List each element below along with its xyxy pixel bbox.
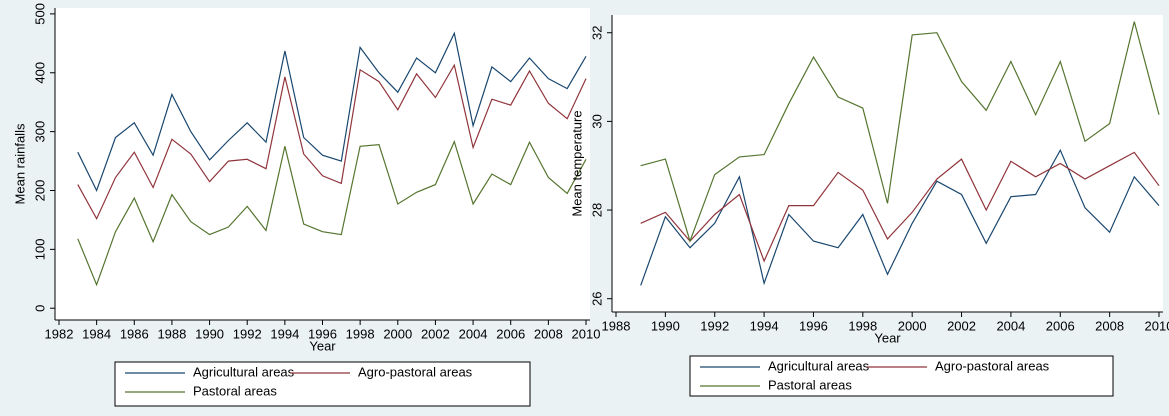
x-tick-label: 1988	[157, 326, 186, 341]
x-tick-label: 2004	[459, 326, 488, 341]
legend-label: Pastoral areas	[193, 383, 277, 398]
y-tick-label: 200	[32, 180, 47, 202]
y-tick-label: 32	[589, 25, 604, 39]
x-tick-label: 2002	[421, 326, 450, 341]
line-series	[77, 31, 587, 193]
line-series	[640, 151, 1160, 263]
legend-label: Agro-pastoral areas	[935, 358, 1050, 373]
y-tick-label: 28	[589, 203, 604, 217]
y-tick-label: 400	[32, 62, 47, 84]
legend	[114, 361, 531, 407]
legend-label: Pastoral areas	[768, 377, 852, 392]
legend-label: Agro-pastoral areas	[358, 364, 473, 379]
x-tick-label: 2010	[572, 326, 601, 341]
legend-label: Agricultural areas	[768, 358, 870, 373]
plot-area	[55, 8, 590, 320]
x-tick-label: 2006	[1046, 318, 1075, 333]
line-series	[77, 63, 587, 221]
x-axis-title: Year	[874, 330, 901, 345]
y-tick-label: 30	[589, 114, 604, 128]
line-series	[640, 148, 1160, 286]
x-axis-title: Year	[309, 338, 336, 353]
x-tick-label: 1996	[308, 326, 337, 341]
x-tick-label: 2008	[1095, 318, 1124, 333]
y-tick-label: 100	[32, 239, 47, 261]
x-tick-label: 1992	[700, 318, 729, 333]
legend	[689, 355, 1114, 397]
legend-label: Agricultural areas	[193, 364, 295, 379]
x-tick-label: 1992	[233, 326, 262, 341]
x-tick-label: 1990	[195, 326, 224, 341]
x-tick-label: 1994	[270, 326, 299, 341]
line-series	[640, 21, 1160, 243]
x-tick-label: 1982	[45, 326, 74, 341]
plot-area	[612, 15, 1163, 312]
y-tick-label: 0	[32, 305, 47, 312]
x-tick-label: 2000	[383, 326, 412, 341]
y-tick-label: 500	[32, 3, 47, 25]
x-tick-label: 1994	[750, 318, 779, 333]
x-tick-label: 1996	[799, 318, 828, 333]
y-tick-label: 26	[589, 291, 604, 305]
x-tick-label: 1998	[848, 318, 877, 333]
x-tick-label: 2002	[947, 318, 976, 333]
line-series	[77, 139, 587, 287]
x-tick-label: 2004	[996, 318, 1025, 333]
x-tick-label: 2006	[496, 326, 525, 341]
x-tick-label: 1986	[120, 326, 149, 341]
y-axis-title: Mean temperature	[569, 110, 584, 216]
y-tick-label: 300	[32, 121, 47, 143]
x-tick-label: 2010	[1145, 318, 1169, 333]
x-tick-label: 2008	[534, 326, 563, 341]
x-tick-label: 1988	[602, 318, 631, 333]
x-tick-label: 1990	[651, 318, 680, 333]
x-tick-label: 1984	[82, 326, 111, 341]
x-tick-label: 2000	[898, 318, 927, 333]
y-axis-title: Mean rainfalls	[12, 123, 27, 204]
x-tick-label: 1998	[346, 326, 375, 341]
